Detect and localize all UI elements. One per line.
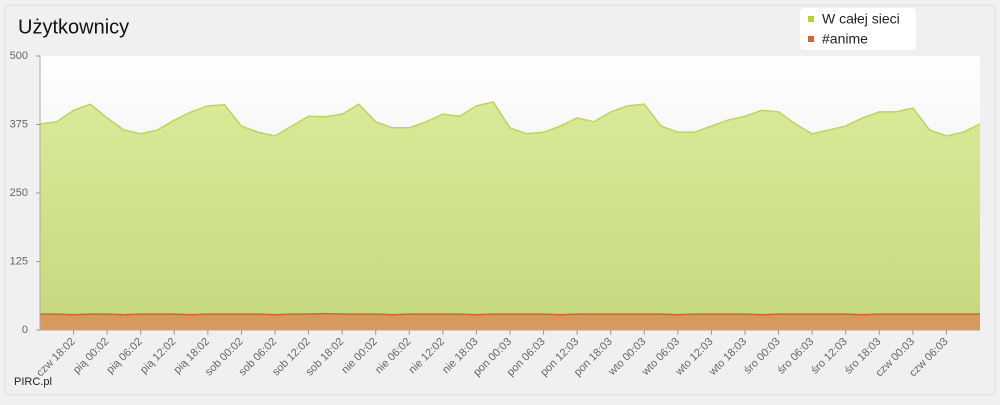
area: [40, 313, 980, 330]
legend-marker: [808, 36, 814, 42]
area: [40, 102, 980, 330]
y-tick-label: 375: [10, 118, 28, 130]
line: [40, 312, 980, 316]
line: [39, 101, 981, 137]
legend: [800, 8, 916, 50]
chart-title: Użytkownicy: [18, 16, 129, 38]
credit: PIRC.pl: [14, 376, 52, 388]
legend-label: #anime: [822, 31, 868, 47]
legend-marker: [808, 16, 814, 22]
y-tick-label: 250: [10, 187, 28, 199]
y-tick-label: 500: [10, 50, 28, 62]
y-tick-label: 0: [22, 324, 28, 336]
y-tick-label: 125: [10, 255, 28, 267]
legend-label: W całej sieci: [822, 11, 900, 27]
